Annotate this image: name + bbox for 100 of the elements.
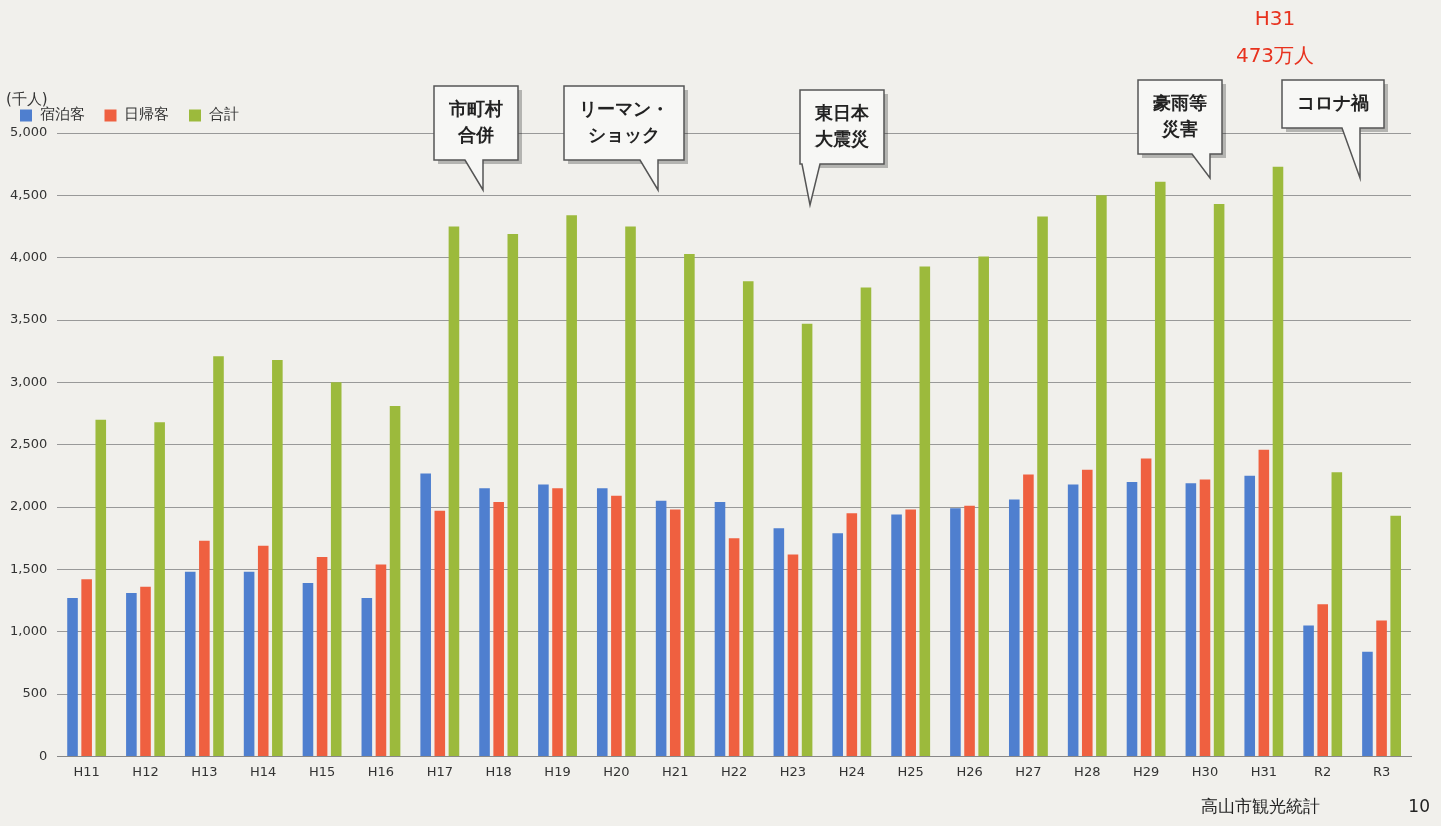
bar bbox=[1096, 195, 1107, 756]
x-tick-label: H28 bbox=[1074, 763, 1101, 779]
bar bbox=[714, 502, 726, 756]
x-tick-label: H11 bbox=[73, 763, 100, 779]
bar bbox=[1213, 204, 1225, 756]
text: 10 bbox=[1408, 796, 1430, 817]
bar bbox=[479, 488, 490, 756]
x-tick-label: H16 bbox=[367, 763, 395, 779]
bar bbox=[905, 509, 916, 756]
bar bbox=[728, 538, 740, 756]
bar bbox=[1317, 604, 1329, 756]
bar bbox=[154, 422, 165, 756]
bar bbox=[375, 564, 387, 756]
legend-label: 合計 bbox=[208, 105, 239, 124]
bar bbox=[1081, 469, 1093, 756]
x-tick-label: H12 bbox=[132, 763, 159, 779]
x-tick-label: H17 bbox=[426, 763, 453, 779]
bar bbox=[361, 598, 373, 756]
bar bbox=[420, 473, 431, 756]
x-tick-label: R2 bbox=[1314, 763, 1332, 779]
annotation: リーマン・ショック bbox=[579, 97, 669, 145]
text: 高山市観光統計 bbox=[1201, 796, 1320, 817]
bar bbox=[1154, 181, 1166, 756]
x-tick-label: H15 bbox=[308, 763, 336, 779]
x-tick-label: H26 bbox=[956, 763, 983, 779]
bar bbox=[330, 382, 342, 756]
bar bbox=[1258, 449, 1270, 756]
bar bbox=[1244, 475, 1256, 756]
bar bbox=[742, 281, 754, 756]
bar bbox=[272, 359, 283, 756]
annotation: 豪雨等災害 bbox=[1152, 91, 1207, 139]
x-tick-label: H20 bbox=[603, 763, 630, 779]
bar bbox=[964, 505, 975, 756]
bar bbox=[625, 226, 636, 756]
bar bbox=[891, 514, 902, 756]
bar bbox=[773, 528, 785, 756]
bar bbox=[184, 571, 196, 756]
x-tick-label: H30 bbox=[1191, 763, 1219, 779]
x-tick-label: H27 bbox=[1015, 763, 1042, 779]
bar bbox=[552, 488, 563, 756]
bar bbox=[1140, 458, 1152, 756]
bar bbox=[801, 323, 813, 756]
text: H31 473万人 bbox=[1235, 6, 1315, 68]
x-tick-label: H25 bbox=[897, 763, 924, 779]
bar bbox=[832, 533, 843, 756]
bar bbox=[1303, 625, 1314, 756]
bar bbox=[389, 406, 401, 756]
bar bbox=[611, 495, 622, 756]
text: コロナ禍 bbox=[1297, 91, 1369, 113]
bar bbox=[684, 253, 695, 756]
x-tick-label: R3 bbox=[1372, 763, 1391, 779]
annotation: 市町村合併 bbox=[448, 97, 503, 145]
y-tick-label: 2,000 bbox=[10, 498, 48, 514]
bar bbox=[950, 508, 961, 756]
bar bbox=[243, 571, 255, 756]
x-tick-label: H22 bbox=[720, 763, 748, 779]
bar bbox=[493, 502, 504, 756]
x-tick-label: H21 bbox=[662, 763, 689, 779]
x-tick-label: H23 bbox=[779, 763, 807, 779]
bar bbox=[1331, 472, 1343, 756]
bar bbox=[1023, 474, 1034, 756]
bar bbox=[434, 510, 446, 756]
bar bbox=[140, 586, 151, 756]
bar bbox=[1390, 515, 1401, 756]
x-tick-label: H13 bbox=[191, 763, 218, 779]
bar bbox=[1376, 620, 1387, 756]
bar bbox=[538, 484, 549, 756]
bar bbox=[919, 266, 931, 756]
bar bbox=[1008, 499, 1020, 756]
bar bbox=[669, 509, 681, 756]
bar bbox=[1362, 651, 1373, 756]
bar bbox=[566, 215, 577, 756]
y-tick-label: 4,000 bbox=[10, 249, 48, 265]
x-tick-label: H29 bbox=[1132, 763, 1160, 779]
bar bbox=[978, 256, 989, 756]
y-tick-label: 2,500 bbox=[10, 436, 48, 452]
bar bbox=[655, 500, 667, 756]
bar bbox=[846, 513, 858, 756]
legend-label: 宿泊客 bbox=[39, 105, 85, 124]
x-tick-label: H14 bbox=[250, 763, 277, 779]
bar bbox=[199, 540, 210, 756]
bar bbox=[126, 593, 137, 756]
bar bbox=[860, 287, 872, 756]
bar bbox=[1272, 166, 1284, 756]
bar bbox=[1067, 484, 1079, 756]
bar bbox=[1037, 216, 1048, 756]
bar bbox=[1199, 479, 1211, 756]
bar bbox=[316, 556, 328, 756]
x-tick-label: H31 bbox=[1250, 763, 1278, 779]
bar bbox=[1185, 483, 1197, 756]
y-tick-label: 500 bbox=[22, 685, 48, 701]
bar bbox=[1126, 482, 1138, 756]
y-tick-label: 3,500 bbox=[10, 311, 48, 327]
bar bbox=[787, 554, 799, 756]
legend-label: 日帰客 bbox=[124, 105, 169, 124]
y-tick-label: 4,500 bbox=[10, 186, 48, 202]
bar bbox=[302, 583, 314, 756]
bar bbox=[213, 356, 224, 756]
bar bbox=[67, 598, 78, 756]
annotation: 東日本大震災 bbox=[814, 101, 870, 149]
